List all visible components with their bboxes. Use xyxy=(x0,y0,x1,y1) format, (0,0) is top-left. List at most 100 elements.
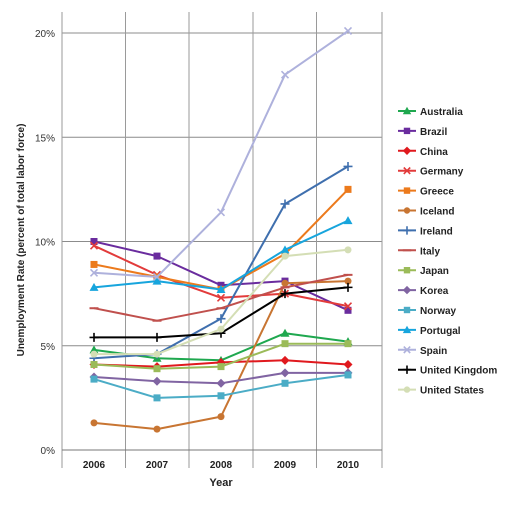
legend-swatch-marker xyxy=(402,285,412,295)
legend-swatch-marker xyxy=(403,386,411,393)
y-axis-label: Unemployment Rate (percent of total labo… xyxy=(16,124,27,357)
legend: Australia Brazil China Germany Greece Iceland… xyxy=(398,106,497,397)
data-point xyxy=(216,314,226,324)
legend-swatch-marker xyxy=(403,346,411,354)
data-point xyxy=(89,241,99,250)
legend-entry: Italy xyxy=(398,246,440,257)
legend-label: Iceland xyxy=(420,207,454,218)
plot-frame xyxy=(61,12,383,468)
y-tick-label: 10% xyxy=(35,238,55,249)
legend-swatch-marker xyxy=(403,187,411,194)
legend-entry: Portugal xyxy=(398,325,461,337)
data-point xyxy=(152,276,162,285)
data-point xyxy=(153,252,161,260)
legend-entry: United States xyxy=(398,386,484,397)
legend-entry: Japan xyxy=(398,266,449,277)
data-point xyxy=(217,392,225,400)
legend-swatch-marker xyxy=(402,146,412,155)
data-point xyxy=(152,376,162,386)
data-point xyxy=(280,368,290,378)
data-point xyxy=(344,306,352,314)
series-lines xyxy=(89,26,353,433)
x-tick-label: 2008 xyxy=(210,460,233,471)
legend-label: Greece xyxy=(420,187,454,198)
legend-label: Korea xyxy=(420,286,449,297)
legend-swatch-marker xyxy=(403,207,411,214)
data-point xyxy=(280,70,290,79)
data-point xyxy=(343,216,353,225)
data-point xyxy=(217,363,225,371)
data-point xyxy=(216,208,226,217)
series-united-kingdom xyxy=(89,282,353,342)
data-point xyxy=(280,289,290,299)
data-point xyxy=(217,325,225,333)
legend-entry: Ireland xyxy=(398,226,453,237)
legend-label: Ireland xyxy=(420,226,453,237)
data-point xyxy=(153,365,161,373)
legend-swatch-marker xyxy=(402,226,412,235)
data-point xyxy=(153,350,161,358)
data-point xyxy=(152,272,162,282)
data-point xyxy=(344,371,352,379)
data-point xyxy=(344,246,352,254)
x-tick-label: 2006 xyxy=(83,460,106,471)
data-point xyxy=(344,340,352,348)
y-tick-label: 0% xyxy=(41,446,56,457)
x-tick-label: 2009 xyxy=(274,460,297,471)
data-point xyxy=(344,277,352,285)
legend-entry: China xyxy=(398,146,448,158)
data-point xyxy=(343,26,353,35)
data-point xyxy=(217,413,225,421)
series-greece xyxy=(90,185,352,293)
legend-label: Germany xyxy=(420,167,464,178)
legend-swatch-marker xyxy=(403,127,411,135)
legend-label: Spain xyxy=(420,346,447,357)
legend-swatch-marker xyxy=(402,106,412,115)
y-tick-label: 5% xyxy=(41,342,56,353)
legend-swatch-marker xyxy=(402,365,412,374)
series-norway xyxy=(90,371,352,402)
y-tick-label: 20% xyxy=(35,29,55,40)
data-point xyxy=(89,268,99,277)
legend-swatch-marker xyxy=(403,166,411,175)
legend-label: China xyxy=(420,147,448,158)
data-point xyxy=(216,378,226,388)
legend-entry: United Kingdom xyxy=(398,365,497,377)
data-point xyxy=(344,185,352,193)
legend-swatch-marker xyxy=(403,267,411,274)
data-point xyxy=(153,425,161,433)
gridlines xyxy=(62,32,382,451)
data-point xyxy=(90,361,98,369)
data-point xyxy=(343,302,353,311)
data-point xyxy=(343,360,353,370)
series-spain xyxy=(89,26,353,282)
data-point xyxy=(216,284,226,293)
legend-entry: Spain xyxy=(398,346,447,357)
data-point xyxy=(343,161,353,171)
data-point xyxy=(89,332,99,342)
data-point xyxy=(216,293,226,302)
y-tick-label: 15% xyxy=(35,133,55,144)
legend-entry: Iceland xyxy=(398,207,454,218)
legend-entry: Korea xyxy=(398,285,449,297)
data-point xyxy=(281,252,289,260)
data-point xyxy=(89,282,99,291)
legend-entry: Australia xyxy=(398,106,463,118)
data-point xyxy=(281,340,289,348)
data-point xyxy=(90,419,98,427)
data-point xyxy=(281,279,289,287)
series-japan xyxy=(90,340,352,373)
series-line xyxy=(93,30,349,278)
legend-entry: Greece xyxy=(398,187,454,198)
data-point xyxy=(280,328,290,337)
x-tick-label: 2007 xyxy=(146,460,169,471)
series-united-states xyxy=(90,246,352,358)
x-tick-label: 2010 xyxy=(337,460,360,471)
series-line xyxy=(93,219,349,291)
data-point xyxy=(152,332,162,342)
series-portugal xyxy=(89,216,353,293)
data-point xyxy=(90,238,98,245)
legend-label: Japan xyxy=(420,266,449,277)
